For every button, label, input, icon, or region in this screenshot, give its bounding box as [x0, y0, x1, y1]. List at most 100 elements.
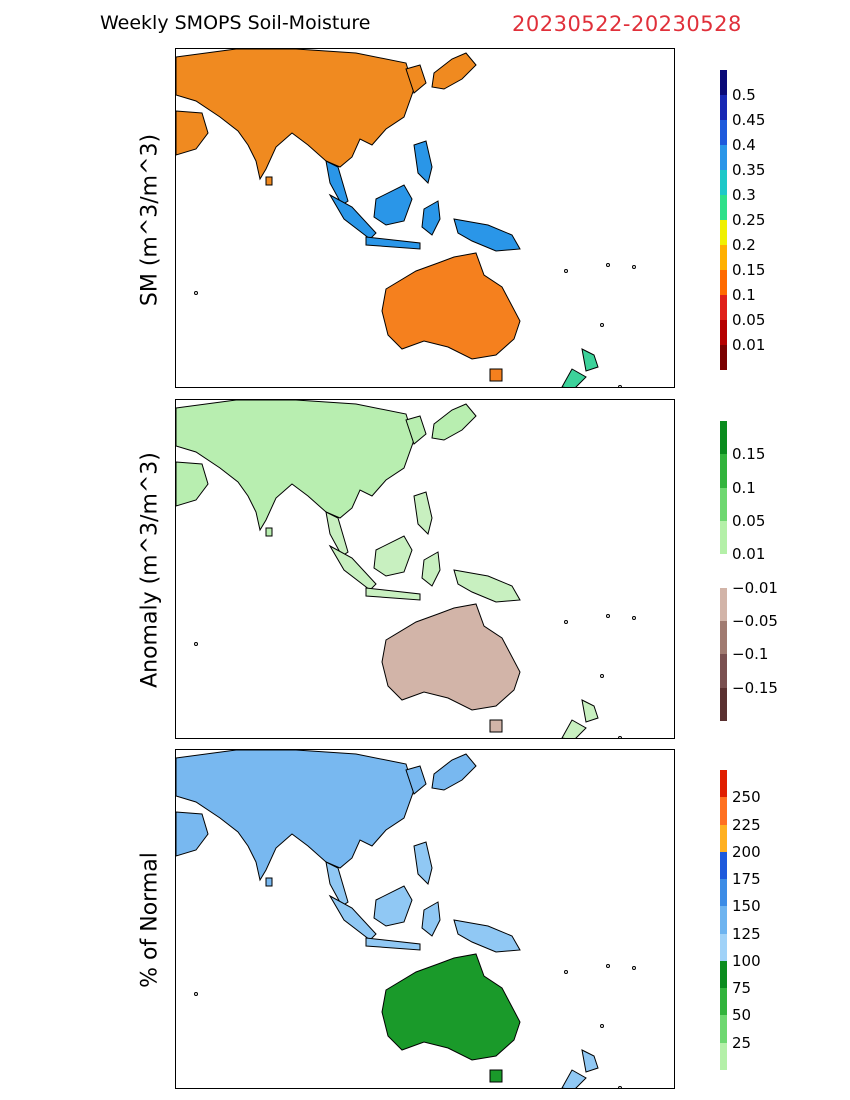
small-island: [600, 674, 604, 678]
landmass-sulawesi: [421, 200, 441, 236]
landmass-srilanka: [265, 527, 273, 537]
small-island: [194, 992, 198, 996]
anomaly-map: [175, 399, 675, 739]
colorbar-tick-label: −0.1: [732, 645, 769, 664]
colorbar-tick-label: 100: [732, 951, 761, 970]
colorbar-tick-label: 0.01: [732, 545, 766, 564]
landmass-java: [365, 236, 421, 250]
colorbar-tick-label: 225: [732, 815, 761, 834]
colorbar-tick-label: −0.15: [732, 678, 778, 697]
colorbar-tick-label: 0.25: [732, 211, 766, 229]
landmass-japan: [431, 753, 477, 791]
small-island: [618, 736, 622, 738]
landmass-nzn: [581, 348, 599, 372]
landmass-philippines: [413, 140, 433, 184]
landmass-korea: [405, 64, 427, 94]
percent-normal-map: [175, 749, 675, 1089]
landmass-nzn: [581, 1049, 599, 1073]
landmass-newguinea: [453, 569, 521, 603]
colorbar-tick-label: 150: [732, 897, 761, 916]
small-island: [564, 970, 568, 974]
landmass-nzn: [581, 699, 599, 723]
landmass-nzs: [561, 1069, 587, 1088]
landmass-arabia: [176, 110, 209, 156]
landmass-newguinea: [453, 919, 521, 953]
landmass-asia: [176, 750, 415, 882]
small-island: [606, 263, 610, 267]
landmass-arabia: [176, 461, 209, 507]
landmass-sulawesi: [421, 551, 441, 587]
map-title: Weekly SMOPS Soil-Moisture: [100, 12, 371, 34]
anomaly-colorbar: [720, 421, 727, 721]
landmass-java: [365, 587, 421, 601]
anomaly-axis-label: Anomaly (m^3/m^3): [137, 452, 163, 688]
landmass-korea: [405, 765, 427, 795]
small-island: [606, 614, 610, 618]
landmass-asia: [176, 400, 415, 532]
colorbar-tick-label: 0.2: [732, 236, 756, 254]
percent-normal-colorbar: [720, 770, 727, 1070]
landmass-sumatra: [328, 193, 377, 240]
colorbar-tick-label: 125: [732, 924, 761, 943]
landmass-aus: [381, 953, 521, 1061]
landmass-layer: [176, 750, 636, 1088]
landmass-srilanka: [265, 877, 273, 887]
colorbar-tick-label: 0.3: [732, 186, 756, 204]
colorbar-tick-label: 0.5: [732, 86, 756, 104]
colorbar-tick-label: 0.15: [732, 445, 766, 464]
landmass-sulawesi: [421, 901, 441, 937]
landmass-tasmania: [489, 368, 503, 382]
landmass-japan: [431, 52, 477, 90]
landmass-tasmania: [489, 719, 503, 733]
landmass-layer: [176, 49, 636, 387]
landmass-aus: [381, 603, 521, 711]
small-island: [564, 620, 568, 624]
colorbar-tick-label: −0.01: [732, 578, 778, 597]
colorbar-tick-label: 0.1: [732, 286, 756, 304]
landmass-borneo: [373, 535, 413, 577]
landmass-japan: [431, 403, 477, 441]
soil-moisture-map: [175, 48, 675, 388]
small-island: [194, 642, 198, 646]
small-island: [194, 291, 198, 295]
landmass-newguinea: [453, 218, 521, 252]
colorbar-tick-label: 0.35: [732, 161, 766, 179]
small-island: [618, 385, 622, 387]
colorbar-tick-label: 0.15: [732, 261, 766, 279]
small-island: [600, 1024, 604, 1028]
landmass-sumatra: [328, 894, 377, 941]
small-island: [564, 269, 568, 273]
landmass-srilanka: [265, 176, 273, 186]
colorbar-tick-label: 75: [732, 979, 752, 998]
landmass-nzs: [561, 719, 587, 738]
landmass-korea: [405, 415, 427, 445]
small-island: [618, 1086, 622, 1088]
landmass-philippines: [413, 491, 433, 535]
landmass-asia: [176, 49, 415, 181]
landmass-layer: [176, 400, 636, 738]
small-island: [600, 323, 604, 327]
colorbar-tick-label: 0.4: [732, 136, 756, 154]
small-island: [632, 966, 636, 970]
landmass-philippines: [413, 841, 433, 885]
small-island: [632, 265, 636, 269]
landmass-arabia: [176, 811, 209, 857]
colorbar-tick-label: 200: [732, 842, 761, 861]
date-range: 20230522-20230528: [512, 12, 742, 36]
colorbar-tick-label: 50: [732, 1006, 752, 1025]
colorbar-tick-label: 0.05: [732, 311, 766, 329]
landmass-nzs: [561, 368, 587, 387]
landmass-borneo: [373, 184, 413, 226]
colorbar-tick-label: 0.45: [732, 111, 766, 129]
small-island: [606, 964, 610, 968]
colorbar-tick-label: 25: [732, 1033, 752, 1052]
landmass-sumatra: [328, 544, 377, 591]
colorbar-tick-label: 0.1: [732, 478, 756, 497]
small-island: [632, 616, 636, 620]
colorbar-tick-label: 250: [732, 788, 761, 807]
landmass-java: [365, 937, 421, 951]
landmass-aus: [381, 252, 521, 360]
colorbar-tick-label: 0.05: [732, 512, 766, 530]
colorbar-tick-label: 175: [732, 870, 761, 889]
percent-normal-axis-label: % of Normal: [137, 852, 163, 988]
